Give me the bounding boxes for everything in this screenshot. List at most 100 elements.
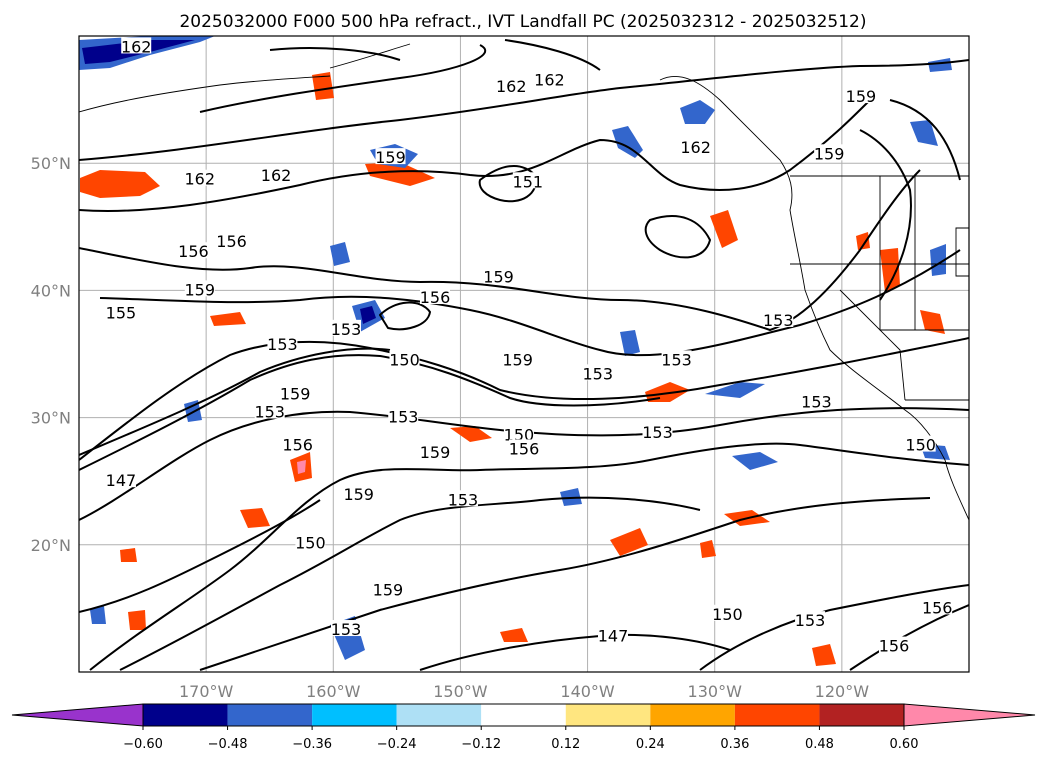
contour-line: [379, 301, 431, 331]
contour-line: [644, 215, 711, 259]
contour-label: 156: [509, 439, 540, 458]
colorbar-segment: [481, 704, 566, 726]
contour-label: 153: [582, 364, 613, 383]
contour-label: 156: [420, 288, 451, 307]
colorbar-segment: [227, 704, 313, 726]
contour-label: 147: [106, 471, 137, 490]
coastline-aleutians: [79, 75, 331, 113]
contour-label-bg: [372, 580, 403, 597]
shade-negative: [90, 606, 106, 624]
lat-tick-label: 20°N: [31, 536, 71, 555]
shade-positive: [920, 310, 945, 334]
colorbar-segment: [565, 704, 651, 726]
shade-positive: [210, 312, 246, 326]
colorbar-tick-label: −0.48: [208, 737, 248, 752]
contour-label: 153: [331, 320, 362, 339]
contour-label: 162: [185, 170, 216, 189]
contour-label-bg: [661, 350, 692, 367]
colorbar-tick-label: 0.60: [890, 737, 919, 752]
colorbar-tick-label: 0.36: [720, 737, 749, 752]
colorbar-segment: [650, 704, 735, 726]
contour-label-bg: [878, 636, 909, 653]
contour-label: 159: [814, 144, 845, 163]
contour-label-bg: [534, 70, 565, 87]
shade-negative: [910, 120, 938, 146]
contour-label-bg: [582, 364, 613, 381]
contour-label-bg: [598, 626, 628, 643]
contour-label-bg: [254, 402, 285, 419]
contour-label-bg: [512, 172, 543, 189]
lon-tick-label: 120°W: [815, 682, 870, 701]
shade-negative: [330, 242, 350, 266]
shade-positive: [128, 610, 146, 630]
contour-label-bg: [105, 471, 136, 488]
colorbar: −0.60 −0.48 −0.36 −0.24 −0.12 0.12 0.24 0.36 0.4…: [11, 703, 1036, 752]
contour-label-bg: [801, 392, 832, 409]
contour-label: 159: [185, 280, 216, 299]
lon-tick-label: 160°W: [306, 682, 361, 701]
shade-positive: [610, 528, 648, 556]
contour-line: [79, 59, 969, 161]
contour-label-bg: [496, 76, 527, 93]
contour-line: [504, 39, 601, 71]
shade-positive-max: [297, 460, 306, 474]
contour-label-bg: [509, 439, 539, 456]
contour-line: [79, 407, 969, 521]
contour-label: 156: [879, 637, 910, 656]
colorbar-segment: [143, 704, 228, 726]
contour-line: [79, 499, 321, 613]
contour-line: [79, 99, 871, 212]
colorbar-extend-min: [11, 703, 144, 727]
shade-negative: [928, 58, 952, 72]
contour-label: 159: [373, 581, 404, 600]
contour-label: 153: [388, 408, 419, 427]
lat-tick-label: 30°N: [31, 409, 71, 428]
shade-positive: [700, 540, 716, 558]
contour-line: [79, 347, 391, 456]
shade-positive: [365, 162, 435, 186]
lon-tick-label: 130°W: [688, 682, 743, 701]
contour-label-bg: [280, 384, 311, 401]
colorbar-segment: [734, 704, 820, 726]
shade-positive: [450, 426, 492, 442]
contour-label-bg: [420, 443, 450, 460]
contour-label-bg: [905, 435, 936, 452]
contour-label-bg: [178, 242, 209, 259]
contour-line: [478, 164, 537, 203]
colorbar-segment: [819, 704, 904, 726]
contour-label-bg: [642, 422, 673, 439]
contour-label-bg: [295, 533, 326, 550]
contour-label-bg: [184, 280, 215, 297]
contour-label: 153: [801, 392, 832, 411]
contour-label: 159: [483, 268, 514, 287]
contour-label: 151: [513, 172, 544, 191]
contour-label-bg: [375, 148, 406, 165]
contour-label: 153: [448, 490, 479, 509]
lon-tick-label: 150°W: [433, 682, 488, 701]
refractivity-shading: [79, 36, 952, 666]
contour-line: [859, 129, 912, 301]
contour-label: 156: [216, 232, 247, 251]
colorbar-tick-label: 0.24: [636, 737, 665, 752]
shade-positive: [812, 644, 836, 666]
colorbar-tick-label: −0.60: [123, 737, 163, 752]
colorbar-segment: [312, 704, 397, 726]
border-state: [839, 289, 906, 401]
contour-line: [199, 44, 487, 113]
contour-label-bg: [216, 232, 247, 249]
lat-tick-label: 50°N: [31, 154, 71, 173]
contour-label: 156: [922, 598, 953, 617]
shade-negative: [705, 382, 765, 398]
contour-line: [99, 249, 961, 357]
colorbar-segment: [396, 704, 482, 726]
contour-label-bg: [483, 267, 514, 284]
contour-line: [199, 497, 931, 671]
contour-label: 159: [343, 485, 374, 504]
contour-label: 153: [254, 403, 285, 422]
colorbar-extend-max: [903, 703, 1036, 727]
contour-label: 159: [420, 443, 451, 462]
shade-positive: [645, 382, 690, 402]
colorbar-frame: [142, 703, 905, 727]
contour-label: 159: [280, 385, 311, 404]
